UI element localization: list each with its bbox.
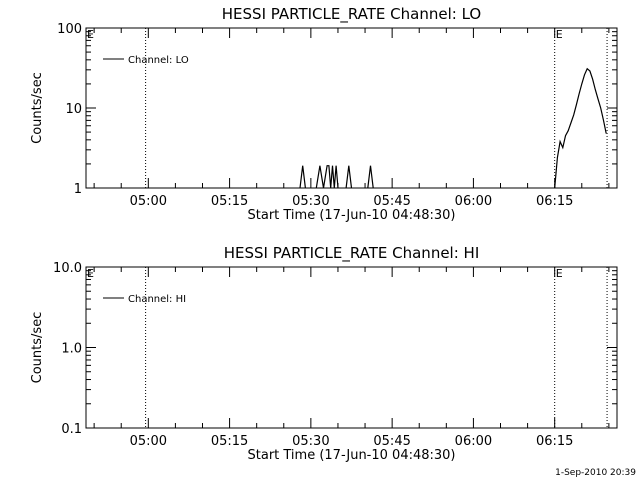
y-axis-label: Counts/sec bbox=[30, 72, 45, 144]
chart-lo: HESSI PARTICLE_RATE Channel: LO Counts/se… bbox=[30, 5, 618, 223]
x-tick-label: 06:00 bbox=[455, 194, 492, 209]
flag-label: E bbox=[87, 28, 94, 41]
x-tick-label: 05:15 bbox=[211, 194, 248, 209]
y-tick-label: 1.0 bbox=[61, 342, 82, 357]
y-axis-label: Counts/sec bbox=[30, 312, 45, 384]
x-tick-label: 05:30 bbox=[292, 194, 329, 209]
y-tick-label: 10.0 bbox=[53, 261, 82, 276]
legend: Channel: HI bbox=[103, 294, 186, 305]
x-tick-label: 06:15 bbox=[536, 434, 573, 449]
series-line bbox=[367, 165, 374, 189]
x-tick-label: 06:00 bbox=[455, 434, 492, 449]
series-line bbox=[315, 165, 339, 189]
legend-label: Channel: LO bbox=[128, 55, 189, 66]
x-tick-label: 05:00 bbox=[130, 194, 167, 209]
legend-label: Channel: HI bbox=[128, 294, 186, 305]
x-tick-label: 05:45 bbox=[373, 194, 410, 209]
chart-title: HESSI PARTICLE_RATE Channel: HI bbox=[224, 244, 480, 263]
series-line bbox=[554, 67, 607, 189]
series-line bbox=[345, 165, 353, 189]
plot-frame bbox=[85, 27, 618, 189]
flag-label: E bbox=[87, 267, 94, 280]
x-tick-label: 06:15 bbox=[536, 194, 573, 209]
x-tick-label: 05:15 bbox=[211, 434, 248, 449]
x-tick-label: 05:00 bbox=[130, 434, 167, 449]
y-tick-label: 0.1 bbox=[61, 422, 82, 437]
series-line bbox=[299, 165, 306, 189]
x-tick-label: 05:30 bbox=[292, 434, 329, 449]
y-tick-label: 100 bbox=[57, 22, 82, 37]
flag-label: E bbox=[556, 28, 563, 41]
y-tick-label: 1 bbox=[74, 182, 82, 197]
x-axis-label: Start Time (17-Jun-10 04:48:30) bbox=[248, 208, 456, 223]
print-timestamp: 1-Sep-2010 20:39 bbox=[555, 468, 636, 478]
x-axis-label: Start Time (17-Jun-10 04:48:30) bbox=[248, 448, 456, 463]
y-tick-label: 10 bbox=[65, 102, 82, 117]
flag-label: E bbox=[556, 267, 563, 280]
plot-frame bbox=[85, 266, 618, 429]
x-tick-label: 05:45 bbox=[373, 434, 410, 449]
chart-hi: HESSI PARTICLE_RATE Channel: HI Counts/se… bbox=[30, 244, 618, 463]
legend: Channel: LO bbox=[103, 55, 189, 66]
chart-title: HESSI PARTICLE_RATE Channel: LO bbox=[222, 5, 481, 24]
